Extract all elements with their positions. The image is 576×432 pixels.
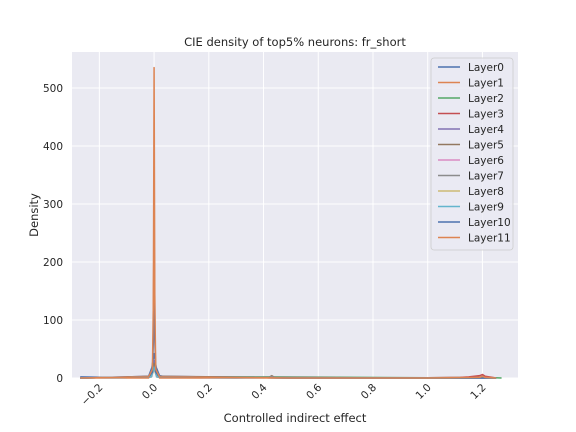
legend: Layer0 Layer1 Layer2 Layer3 Layer4 Layer5 Laye… bbox=[430, 57, 514, 251]
legend-entry: Layer10 bbox=[468, 217, 511, 229]
series-lines bbox=[80, 66, 502, 379]
legend-entry: Layer7 bbox=[468, 171, 504, 183]
legend-entry: Layer2 bbox=[468, 93, 504, 105]
x-tick-label: 1.0 bbox=[414, 382, 434, 402]
legend-entry: Layer3 bbox=[468, 109, 504, 121]
x-tick-label: −0.2 bbox=[79, 382, 106, 409]
legend-box bbox=[430, 57, 514, 251]
x-axis-label: Controlled indirect effect bbox=[224, 411, 367, 425]
legend-entry: Layer6 bbox=[468, 155, 504, 167]
y-axis-label: Density bbox=[27, 193, 41, 237]
x-tick-label: 0.6 bbox=[304, 381, 325, 402]
legend-entry: Layer8 bbox=[468, 186, 504, 198]
x-tick-labels: −0.2 0.0 0.2 0.4 0.6 0.8 1.0 1.2 bbox=[79, 381, 489, 408]
y-tick-label: 200 bbox=[43, 257, 63, 269]
x-tick-label: 1.2 bbox=[468, 382, 488, 402]
legend-entry: Layer9 bbox=[468, 202, 504, 214]
x-tick-label: 0.8 bbox=[359, 382, 379, 402]
y-tick-label: 500 bbox=[43, 83, 63, 95]
y-tick-label: 0 bbox=[56, 373, 63, 385]
x-tick-label: 0.0 bbox=[140, 382, 160, 402]
x-tick-label: 0.2 bbox=[195, 382, 215, 402]
legend-entry: Layer11 bbox=[468, 233, 511, 245]
legend-entry: Layer1 bbox=[468, 78, 504, 90]
chart-title: CIE density of top5% neurons: fr_short bbox=[184, 35, 406, 49]
legend-entry: Layer4 bbox=[468, 124, 504, 136]
y-tick-label: 300 bbox=[43, 199, 63, 211]
y-tick-labels: 0 100 200 300 400 500 bbox=[43, 83, 63, 385]
y-tick-label: 100 bbox=[43, 315, 63, 327]
legend-entry: Layer0 bbox=[468, 62, 504, 74]
series-line-layer11 bbox=[80, 232, 497, 379]
legend-entry: Layer5 bbox=[468, 140, 504, 152]
x-tick-label: 0.4 bbox=[249, 381, 270, 402]
y-tick-label: 400 bbox=[43, 141, 63, 153]
